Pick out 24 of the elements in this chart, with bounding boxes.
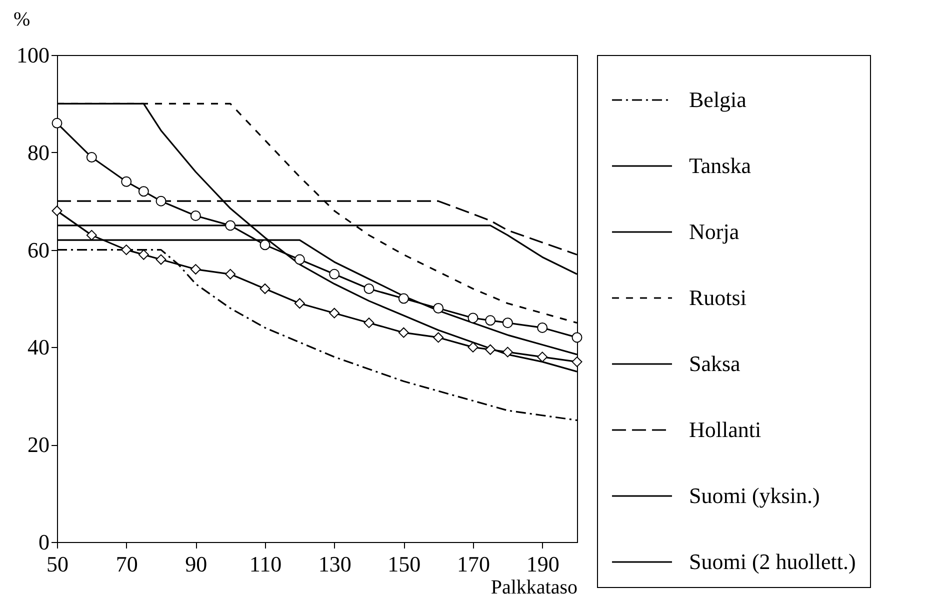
legend-label: Norja bbox=[689, 219, 740, 244]
x-tick-label: 130 bbox=[318, 552, 352, 576]
x-tick-label: 190 bbox=[526, 552, 560, 576]
y-tick-label: 80 bbox=[28, 140, 50, 165]
y-tick-label: 20 bbox=[28, 432, 50, 458]
x-tick-label: 110 bbox=[249, 552, 282, 576]
y-axis-title: % bbox=[14, 8, 30, 30]
legend-label: Suomi (yksin.) bbox=[689, 483, 820, 508]
legend-label: Saksa bbox=[689, 351, 741, 376]
x-tick-label: 50 bbox=[46, 552, 68, 576]
y-tick-label: 40 bbox=[28, 334, 50, 360]
legend-label: Hollanti bbox=[689, 417, 762, 442]
x-axis-title: Palkkataso bbox=[490, 576, 578, 598]
legend-label: Belgia bbox=[689, 87, 747, 112]
legend-label: Tanska bbox=[689, 153, 752, 178]
x-tick-label: 150 bbox=[388, 552, 421, 576]
y-tick-label: 100 bbox=[16, 42, 50, 68]
legend-label: Suomi (2 huollett.) bbox=[689, 549, 856, 574]
x-tick-label: 70 bbox=[116, 552, 138, 576]
x-tick-label: 90 bbox=[185, 552, 208, 576]
y-tick-label: 0 bbox=[38, 530, 50, 554]
x-tick-label: 170 bbox=[457, 552, 490, 576]
y-tick-label: 60 bbox=[28, 237, 50, 262]
legend-label: Ruotsi bbox=[689, 285, 746, 310]
